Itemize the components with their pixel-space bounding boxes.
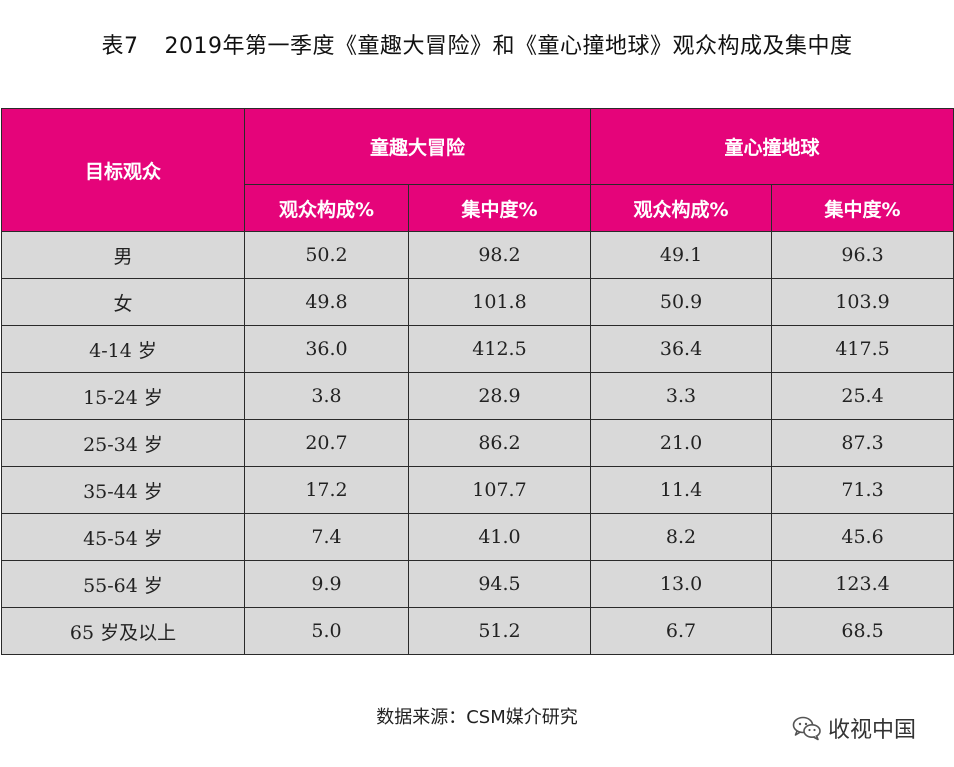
table-row: 4-14 岁 36.0 412.5 36.4 417.5 xyxy=(1,325,954,373)
cell: 45.6 xyxy=(771,513,954,561)
table-row: 女 49.8 101.8 50.9 103.9 xyxy=(1,278,954,326)
watermark: 收视中国 xyxy=(792,712,916,744)
row-label: 女 xyxy=(1,278,245,326)
cell: 68.5 xyxy=(771,607,954,655)
cell: 123.4 xyxy=(771,560,954,608)
row-label: 4-14 岁 xyxy=(1,325,245,373)
group-header-1: 童趣大冒险 xyxy=(243,108,592,185)
cell: 107.7 xyxy=(407,466,592,514)
table-row: 15-24 岁 3.8 28.9 3.3 25.4 xyxy=(1,372,954,420)
col-header-composition-2: 观众构成% xyxy=(590,184,773,232)
cell: 41.0 xyxy=(407,513,592,561)
cell: 98.2 xyxy=(407,231,592,279)
cell: 17.2 xyxy=(244,466,409,514)
table-row: 25-34 岁 20.7 86.2 21.0 87.3 xyxy=(1,419,954,467)
col-header-concentration-1: 集中度% xyxy=(407,184,592,232)
cell: 49.8 xyxy=(244,278,409,326)
table-row: 男 50.2 98.2 49.1 96.3 xyxy=(1,231,954,279)
cell: 7.4 xyxy=(244,513,409,561)
row-label: 55-64 岁 xyxy=(1,560,245,608)
cell: 9.9 xyxy=(244,560,409,608)
cell: 412.5 xyxy=(407,325,592,373)
cell: 20.7 xyxy=(244,419,409,467)
table-number: 表7 xyxy=(101,34,139,59)
table-row: 35-44 岁 17.2 107.7 11.4 71.3 xyxy=(1,466,954,514)
row-label: 35-44 岁 xyxy=(1,466,245,514)
cell: 13.0 xyxy=(590,560,773,608)
cell: 86.2 xyxy=(407,419,592,467)
cell: 96.3 xyxy=(771,231,954,279)
cell: 21.0 xyxy=(590,419,773,467)
cell: 5.0 xyxy=(244,607,409,655)
row-label: 25-34 岁 xyxy=(1,419,245,467)
watermark-text: 收视中国 xyxy=(827,718,916,743)
col-header-concentration-2: 集中度% xyxy=(771,184,954,232)
cell: 101.8 xyxy=(407,278,592,326)
cell: 28.9 xyxy=(407,372,592,420)
cell: 50.9 xyxy=(590,278,773,326)
cell: 36.0 xyxy=(244,325,409,373)
audience-table: 目标观众 童趣大冒险 童心撞地球 观众构成% 集中度% 观众构成% 集中度% 男… xyxy=(1,108,954,655)
cell: 8.2 xyxy=(590,513,773,561)
cell: 3.8 xyxy=(244,372,409,420)
cell: 94.5 xyxy=(407,560,592,608)
data-source-note: 数据来源：CSM媒介研究 xyxy=(376,707,578,728)
table-row: 55-64 岁 9.9 94.5 13.0 123.4 xyxy=(1,560,954,608)
cell: 50.2 xyxy=(244,231,409,279)
row-header-target-audience: 目标观众 xyxy=(1,108,245,232)
wechat-icon xyxy=(792,716,821,741)
cell: 417.5 xyxy=(771,325,954,373)
group-header-2: 童心撞地球 xyxy=(590,108,954,185)
cell: 3.3 xyxy=(590,372,773,420)
row-label: 45-54 岁 xyxy=(1,513,245,561)
table-title-text: 2019年第一季度《童趣大冒险》和《童心撞地球》观众构成及集中度 xyxy=(164,34,853,59)
cell: 6.7 xyxy=(590,607,773,655)
table-title: 表7 2019年第一季度《童趣大冒险》和《童心撞地球》观众构成及集中度 xyxy=(0,28,954,60)
cell: 103.9 xyxy=(771,278,954,326)
row-label: 65 岁及以上 xyxy=(1,607,245,655)
cell: 87.3 xyxy=(771,419,954,467)
table-row: 65 岁及以上 5.0 51.2 6.7 68.5 xyxy=(1,607,954,655)
cell: 25.4 xyxy=(771,372,954,420)
cell: 49.1 xyxy=(590,231,773,279)
table-row: 45-54 岁 7.4 41.0 8.2 45.6 xyxy=(1,513,954,561)
row-label: 男 xyxy=(1,231,245,279)
cell: 11.4 xyxy=(590,466,773,514)
cell: 51.2 xyxy=(407,607,592,655)
col-header-composition-1: 观众构成% xyxy=(244,184,409,232)
cell: 71.3 xyxy=(771,466,954,514)
row-label: 15-24 岁 xyxy=(1,372,245,420)
cell: 36.4 xyxy=(590,325,773,373)
